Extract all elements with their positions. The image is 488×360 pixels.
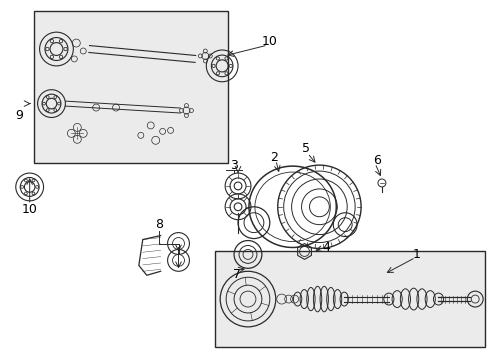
Bar (34, 11, 228, 163)
Text: 8: 8 (154, 218, 163, 231)
Text: 10: 10 (21, 203, 38, 216)
Bar (215, 251, 484, 347)
Text: 6: 6 (372, 154, 380, 167)
Text: 1: 1 (412, 248, 420, 261)
Text: 4: 4 (322, 241, 329, 254)
Text: 7: 7 (233, 268, 241, 281)
Text: 5: 5 (301, 142, 309, 155)
Text: 3: 3 (230, 159, 238, 172)
Text: 2: 2 (269, 151, 277, 164)
Text: 9: 9 (15, 109, 22, 122)
Text: 10: 10 (262, 35, 277, 48)
